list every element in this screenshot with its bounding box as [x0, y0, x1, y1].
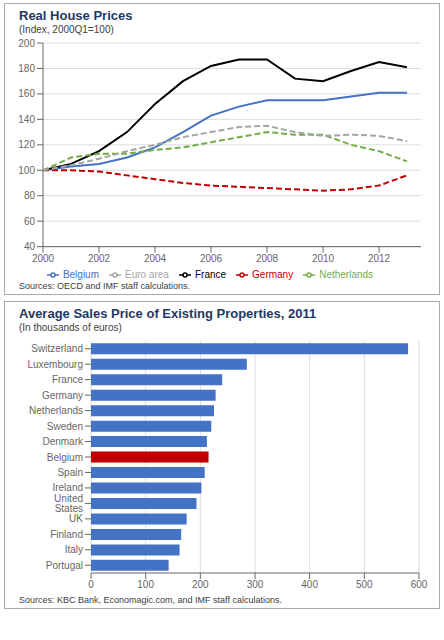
svg-text:0: 0: [88, 579, 94, 590]
svg-text:500: 500: [356, 579, 373, 590]
svg-text:France: France: [52, 374, 84, 385]
html-text:Belgium: Belgium: [62, 268, 99, 280]
html-text:Netherlands: Netherlands: [319, 268, 374, 280]
svg-text:400: 400: [301, 579, 318, 590]
svg-text:Denmark: Denmark: [42, 436, 84, 447]
svg-text:2010: 2010: [312, 253, 335, 264]
html-text:Germany: Germany: [252, 268, 294, 280]
svg-text:100: 100: [137, 579, 154, 590]
html-text:(In thousands of euros): (In thousands of euros): [19, 322, 122, 333]
svg-text:600: 600: [411, 579, 428, 590]
svg-text:2002: 2002: [88, 253, 111, 264]
svg-text:Ireland: Ireland: [52, 482, 83, 493]
svg-text:Spain: Spain: [57, 467, 83, 478]
html-text:Average Sales Price of Existin: Average Sales Price of Existing Properti…: [19, 306, 317, 321]
svg-text:Italy: Italy: [65, 544, 83, 555]
svg-text:180: 180: [18, 63, 35, 74]
svg-text:Germany: Germany: [42, 390, 83, 401]
svg-text:Sweden: Sweden: [47, 421, 83, 432]
svg-text:Portugal: Portugal: [46, 560, 83, 571]
svg-text:200: 200: [192, 579, 209, 590]
svg-text:140: 140: [18, 114, 35, 125]
svg-text:2004: 2004: [144, 253, 167, 264]
html-text:France: France: [194, 268, 227, 280]
svg-text:Netherlands: Netherlands: [29, 405, 83, 416]
html-text:Real House Prices: Real House Prices: [19, 8, 133, 23]
svg-text:100: 100: [18, 165, 35, 176]
svg-text:UnitedStates: UnitedStates: [54, 493, 83, 514]
svg-text:160: 160: [18, 88, 35, 99]
html-text:Euro area: Euro area: [125, 268, 169, 280]
svg-text:2000: 2000: [32, 253, 55, 264]
svg-text:80: 80: [24, 190, 36, 201]
svg-text:60: 60: [24, 216, 36, 227]
svg-text:Luxembourg: Luxembourg: [27, 359, 83, 370]
svg-text:Switzerland: Switzerland: [31, 343, 83, 354]
svg-text:2006: 2006: [200, 253, 223, 264]
svg-text:2012: 2012: [368, 253, 391, 264]
svg-text:UK: UK: [69, 513, 83, 524]
html-text:Sources: KBC Bank, Economagic.: Sources: KBC Bank, Economagic.com, and I…: [19, 595, 282, 605]
svg-text:120: 120: [18, 139, 35, 150]
svg-text:Belgium: Belgium: [47, 452, 83, 463]
html-text:(Index, 2000Q1=100): (Index, 2000Q1=100): [19, 24, 114, 35]
svg-text:200: 200: [18, 38, 35, 49]
svg-text:40: 40: [24, 241, 36, 252]
svg-text:300: 300: [247, 579, 264, 590]
svg-text:Finland: Finland: [50, 529, 83, 540]
svg-text:2008: 2008: [256, 253, 279, 264]
html-text:Sources: OECD and IMF staff ca: Sources: OECD and IMF staff calculations…: [19, 281, 190, 291]
